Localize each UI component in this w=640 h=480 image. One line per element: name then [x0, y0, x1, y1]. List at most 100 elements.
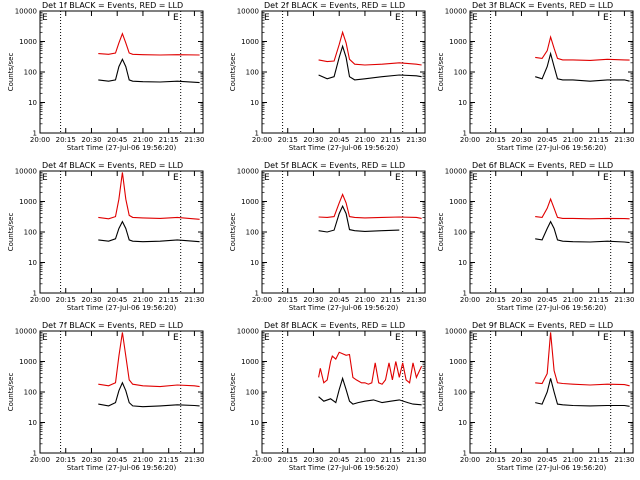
series-events-black: [318, 44, 422, 81]
panel-det-5: Det 5f BLACK = Events, RED = LLD Counts/s…: [229, 161, 427, 312]
y-axis-label: Counts/sec: [7, 373, 15, 412]
panel-det-6: Det 6f BLACK = Events, RED = LLD Counts/s…: [437, 161, 635, 312]
panel-title: Det 9f BLACK = Events, RED = LLD: [472, 321, 613, 330]
x-tick-label: 20:45: [107, 296, 127, 304]
x-tick-label: 21:30: [406, 456, 426, 464]
y-tick-label: 10: [250, 259, 259, 267]
x-tick-label: 21:15: [589, 296, 609, 304]
x-tick-label: 20:15: [56, 296, 76, 304]
y-tick-label: 10000: [445, 168, 467, 176]
y-axis-label: Counts/sec: [437, 213, 445, 252]
y-tick-label: 1: [463, 290, 467, 298]
y-tick-label: 10: [458, 99, 467, 107]
x-tick-label: 21:15: [381, 296, 401, 304]
y-tick-label: 1: [33, 130, 37, 138]
x-tick-label: 21:30: [184, 296, 204, 304]
x-tick-label: 20:45: [537, 136, 557, 144]
corner-mark-right: E: [395, 13, 401, 23]
x-tick-label: 21:30: [406, 136, 426, 144]
y-tick-label: 1000: [19, 198, 37, 206]
series-events-black: [318, 204, 400, 233]
x-tick-label: 20:00: [252, 456, 272, 464]
corner-mark-right: E: [603, 173, 609, 183]
corner-mark-right: E: [395, 333, 401, 343]
x-axis-label: Start Time (27-Jul-06 19:56:20): [289, 304, 399, 312]
y-tick-label: 1000: [241, 198, 259, 206]
y-tick-label: 10: [458, 419, 467, 427]
y-tick-label: 100: [454, 229, 467, 237]
series-lld-red: [535, 197, 630, 220]
series-lld-red: [535, 34, 630, 61]
x-tick-label: 21:00: [563, 296, 583, 304]
series-events-black: [98, 381, 200, 408]
x-tick-label: 20:00: [30, 296, 50, 304]
y-axis-label: Counts/sec: [229, 53, 237, 92]
y-tick-label: 1000: [449, 358, 467, 366]
x-tick-label: 21:15: [159, 296, 179, 304]
x-tick-label: 20:45: [329, 296, 349, 304]
x-tick-label: 20:30: [303, 136, 323, 144]
y-tick-label: 10000: [237, 168, 259, 176]
corner-mark-left: E: [42, 173, 48, 183]
x-tick-label: 20:30: [81, 456, 101, 464]
x-tick-label: 21:15: [589, 136, 609, 144]
x-axis-label: Start Time (27-Jul-06 19:56:20): [289, 144, 399, 152]
x-tick-label: 20:30: [511, 136, 531, 144]
x-tick-label: 20:15: [278, 456, 298, 464]
series-lld-red: [318, 30, 422, 66]
y-tick-label: 10000: [15, 168, 37, 176]
x-tick-label: 20:15: [56, 136, 76, 144]
panel-det-1: Det 1f BLACK = Events, RED = LLD Counts/s…: [7, 1, 205, 152]
series-events-black: [318, 376, 422, 406]
y-tick-label: 10: [458, 259, 467, 267]
corner-mark-right: E: [173, 13, 179, 23]
panel-det-3: Det 3f BLACK = Events, RED = LLD Counts/s…: [437, 1, 635, 152]
y-tick-label: 1: [255, 450, 259, 458]
x-tick-label: 21:15: [589, 456, 609, 464]
series-lld-red: [318, 351, 423, 385]
y-tick-label: 10: [28, 99, 37, 107]
x-tick-label: 20:45: [329, 136, 349, 144]
x-tick-label: 21:00: [355, 456, 375, 464]
y-tick-label: 10000: [445, 328, 467, 336]
series-lld-red: [98, 172, 200, 220]
x-tick-label: 20:45: [329, 456, 349, 464]
x-axis-label: Start Time (27-Jul-06 19:56:20): [67, 144, 177, 152]
y-tick-label: 100: [24, 389, 37, 397]
y-tick-label: 10: [28, 259, 37, 267]
panel-det-8: Det 8f BLACK = Events, RED = LLD Counts/s…: [229, 321, 427, 472]
y-tick-label: 100: [246, 69, 259, 77]
panel-title: Det 7f BLACK = Events, RED = LLD: [42, 321, 183, 330]
x-tick-label: 20:30: [303, 456, 323, 464]
x-tick-label: 20:30: [511, 456, 531, 464]
y-tick-label: 1000: [449, 198, 467, 206]
corner-mark-left: E: [42, 333, 48, 343]
plot-frame: [261, 170, 426, 294]
x-axis-label: Start Time (27-Jul-06 19:56:20): [497, 304, 607, 312]
plot-frame: [469, 330, 634, 454]
x-tick-label: 20:15: [56, 456, 76, 464]
x-tick-label: 20:15: [486, 456, 506, 464]
x-tick-label: 21:30: [614, 296, 634, 304]
panel-title: Det 1f BLACK = Events, RED = LLD: [42, 1, 183, 10]
y-tick-label: 10000: [237, 8, 259, 16]
y-tick-label: 1: [255, 290, 259, 298]
x-tick-label: 21:00: [355, 136, 375, 144]
x-tick-label: 21:00: [133, 136, 153, 144]
y-tick-label: 10: [250, 99, 259, 107]
x-tick-label: 21:00: [133, 296, 153, 304]
y-tick-label: 100: [24, 229, 37, 237]
corner-mark-right: E: [395, 173, 401, 183]
plot-frame: [261, 10, 426, 134]
x-tick-label: 21:15: [159, 456, 179, 464]
y-tick-label: 1: [33, 450, 37, 458]
corner-mark-left: E: [472, 13, 478, 23]
x-tick-label: 20:00: [252, 296, 272, 304]
plot-frame: [39, 170, 204, 294]
y-tick-label: 10000: [15, 328, 37, 336]
y-tick-label: 1: [463, 450, 467, 458]
panel-title: Det 2f BLACK = Events, RED = LLD: [264, 1, 405, 10]
x-tick-label: 20:00: [30, 456, 50, 464]
series-lld-red: [98, 32, 200, 56]
y-tick-label: 100: [246, 389, 259, 397]
